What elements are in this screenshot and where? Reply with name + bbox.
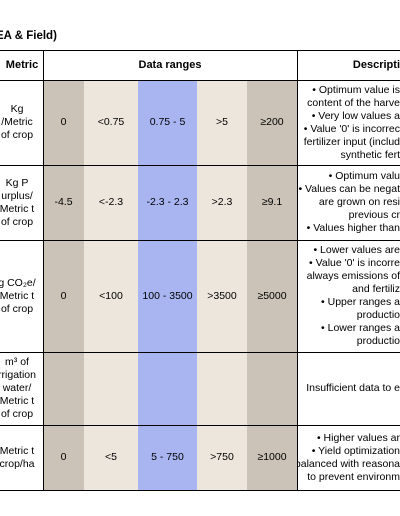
rule — [43, 50, 44, 490]
description-cell: • Higher values ar • Yield optimization ba… — [297, 425, 400, 490]
metric-line: of crop — [0, 302, 34, 315]
range-cell: <5 — [84, 425, 138, 490]
metric-line: of crop — [0, 215, 34, 228]
description-cell: • Optimum valu • Values can be negat are g… — [297, 165, 400, 240]
description-cell: • Lower values are • Value '0' is incorre… — [297, 240, 400, 352]
rule — [0, 50, 400, 51]
range-cell: ≥5000 — [247, 240, 297, 352]
range-cell — [84, 352, 138, 425]
description-line: • Yield optimization — [311, 444, 400, 457]
description-line: previous cr — [348, 209, 400, 221]
metric-line: m³ of — [5, 356, 29, 368]
range-cell: 5 - 750 — [138, 425, 197, 490]
range-cell: >2.3 — [197, 165, 247, 240]
description-line: • Optimum value is — [312, 83, 400, 96]
description-line: productio — [356, 335, 400, 347]
header-data-ranges: Data ranges — [138, 58, 202, 71]
metric-cell: m³ of rrigation water/Metric t of crop — [0, 352, 44, 425]
metric-line: water/ — [2, 382, 32, 394]
range-cell: 100 - 3500 — [138, 240, 197, 352]
range-cell: ≥9.1 — [247, 165, 297, 240]
header-metric: Metric — [5, 58, 39, 71]
description-line: synthetic fert — [340, 148, 400, 161]
description-cell: Insufficient data to e — [297, 352, 400, 425]
range-cell: >5 — [197, 80, 247, 165]
description-line: and fertiliz — [352, 283, 400, 295]
range-cell: <0.75 — [84, 80, 138, 165]
description-line: always emissions of — [306, 270, 400, 282]
description-line: • Values higher than — [306, 222, 400, 234]
rule — [0, 165, 400, 166]
description-line: content of the harve — [307, 96, 400, 109]
description-line: • Value '0' is incorre — [309, 257, 400, 269]
description-line: are grown on resi — [318, 196, 400, 208]
description-line: • Lower values are — [313, 244, 400, 256]
metric-line: Metric t — [0, 444, 35, 457]
metric-line: of crop — [0, 129, 34, 141]
rule — [297, 50, 298, 490]
title: EA & Field) — [0, 30, 57, 42]
metric-line: Metric t — [0, 289, 35, 302]
metric-line: g CO₂e/ — [0, 276, 36, 289]
description-cell: • Optimum value is content of the harve • … — [297, 80, 400, 165]
range-cell: 0 — [43, 80, 84, 165]
description-line: • Lower ranges a — [321, 322, 400, 334]
metric-line: Kg — [10, 103, 24, 115]
rule — [0, 490, 400, 491]
rule — [0, 425, 400, 426]
range-cell: >750 — [197, 425, 247, 490]
range-cell: ≥1000 — [247, 425, 297, 490]
range-cell — [43, 352, 84, 425]
header-description: Descripti — [352, 58, 400, 71]
metric-line: Kg P — [5, 176, 29, 189]
metric-line: crop/ha — [0, 457, 35, 470]
rule — [0, 80, 400, 81]
range-cell: -2.3 - 2.3 — [138, 165, 197, 240]
range-cell: <-2.3 — [84, 165, 138, 240]
description-line: • Values can be negat — [298, 183, 400, 195]
description-line: • Upper ranges a — [321, 296, 400, 308]
description-line: productio — [356, 309, 400, 321]
description-line: • Value '0' is incorrec — [303, 122, 400, 135]
range-cell: 0.75 - 5 — [138, 80, 197, 165]
description-line: • Very low values a — [311, 109, 400, 122]
range-cell — [247, 352, 297, 425]
description-line: balanced with reasona — [297, 457, 400, 470]
metric-cell: Kg/Metric of crop — [0, 80, 44, 165]
range-cell: 0 — [43, 240, 84, 352]
rule — [0, 240, 400, 241]
metric-line: of crop — [0, 408, 34, 420]
description-line: fertilizer input (includ — [303, 135, 400, 148]
range-cell: >3500 — [197, 240, 247, 352]
range-cell — [197, 352, 247, 425]
rule — [0, 352, 400, 353]
metric-line: urplus/ — [1, 189, 33, 202]
metric-cell: g CO₂e/Metric t of crop — [0, 240, 44, 352]
range-cell: -4.5 — [43, 165, 84, 240]
metric-cell: Metric t crop/ha — [0, 425, 44, 490]
description-line: • Higher values ar — [316, 431, 400, 444]
range-cell: 0 — [43, 425, 84, 490]
metric-line: /Metric — [1, 116, 33, 128]
description-line: • Optimum valu — [328, 170, 400, 182]
range-cell: ≥200 — [247, 80, 297, 165]
description-line: Insufficient data to e — [306, 382, 400, 394]
metric-line: rrigation — [0, 369, 36, 381]
metric-line: Metric t — [0, 202, 35, 215]
range-cell — [138, 352, 197, 425]
description-line: to prevent environm — [307, 470, 400, 483]
range-cell: <100 — [84, 240, 138, 352]
metric-line: Metric t — [0, 395, 35, 407]
